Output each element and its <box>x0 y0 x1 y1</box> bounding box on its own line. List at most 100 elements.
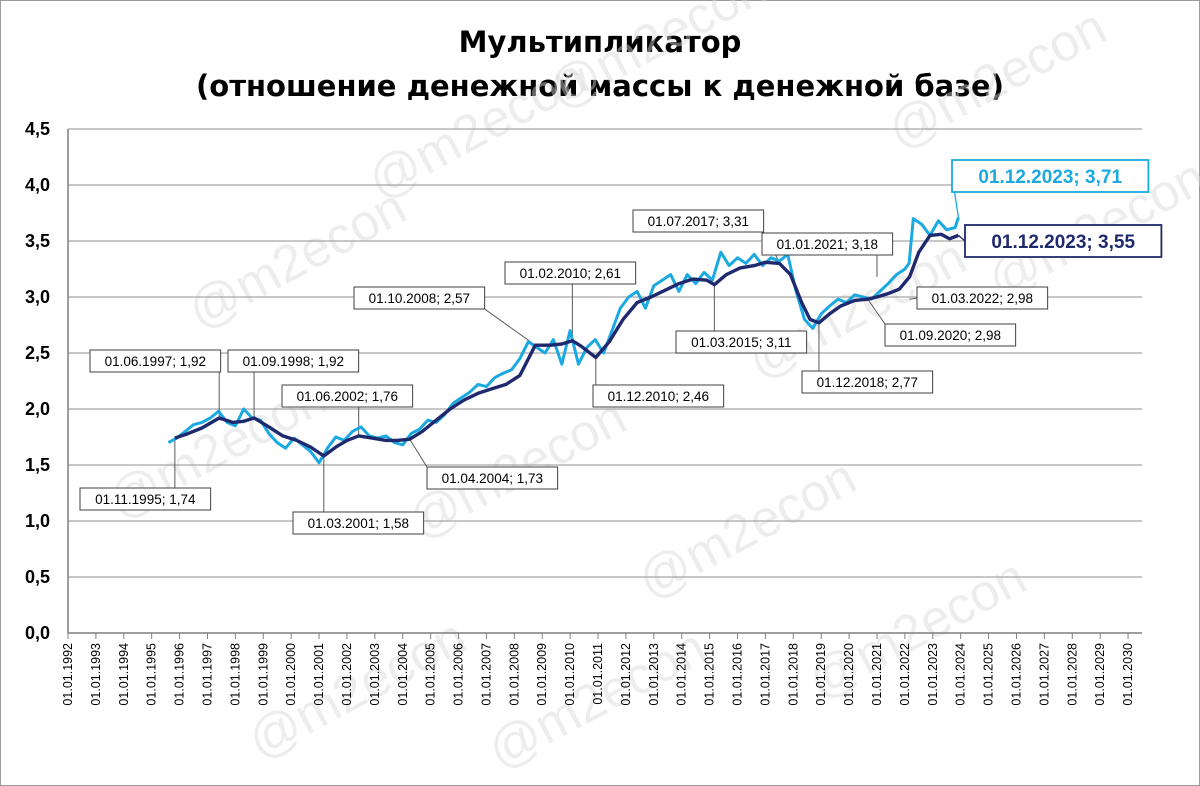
y-tick-label: 0,5 <box>25 567 50 587</box>
x-tick-label: 01.01.2030 <box>1121 643 1135 706</box>
watermark-text: @m2econ <box>538 0 775 121</box>
x-tick-label: 01.01.2001 <box>312 643 326 706</box>
x-tick-label: 01.01.1995 <box>145 643 159 706</box>
x-tick-label: 01.01.2008 <box>507 643 521 706</box>
annotation-box <box>801 370 934 394</box>
x-tick-label: 01.01.2004 <box>396 643 410 706</box>
annotation-label: 01.02.2010; 2,61 <box>520 266 621 281</box>
x-tick-label: 01.01.2011 <box>591 643 605 705</box>
y-tick-label: 2,5 <box>25 343 50 363</box>
axes <box>67 129 1142 639</box>
series-line-smoothed <box>174 232 960 458</box>
x-tick-label: 01.01.2017 <box>758 643 772 706</box>
y-tick-label: 2,0 <box>25 399 50 419</box>
annotation-box <box>504 261 637 285</box>
x-tick-label: 01.01.2006 <box>452 643 466 706</box>
annotation-boxes: 01.11.1995; 1,74 01.06.1997; 1,92 01.09.19… <box>79 159 1163 535</box>
watermark-text: @m2econ <box>878 0 1115 161</box>
x-tick-label: 01.01.2020 <box>842 643 856 706</box>
x-tick-label: 01.01.1994 <box>117 643 131 706</box>
annotation-leader <box>867 298 886 325</box>
x-tick-label: 01.01.2027 <box>1037 643 1051 706</box>
title-line-1: Мультипликатор <box>458 25 742 59</box>
annotation-leader <box>909 297 918 300</box>
watermark-text: @m2econ <box>238 608 475 771</box>
x-tick-label: 01.01.1998 <box>228 643 242 706</box>
annotation-leader <box>484 308 536 346</box>
y-tick-label: 3,5 <box>25 231 50 251</box>
annotation-box <box>79 487 212 511</box>
y-tick-label: 4,0 <box>25 175 50 195</box>
highlight-box <box>951 159 1150 193</box>
x-tick-label: 01.01.2014 <box>675 643 689 706</box>
annotation-box <box>281 384 414 408</box>
y-tick-label: 3,0 <box>25 287 50 307</box>
annotation-label: 01.12.2018; 2,77 <box>817 375 918 390</box>
highlight-box <box>964 224 1163 258</box>
x-tick-label: 01.01.1997 <box>200 643 214 706</box>
x-tick-label: 01.01.2019 <box>814 643 828 706</box>
annotation-box <box>884 323 1017 347</box>
annotation-label: 01.12.2010; 2,46 <box>608 389 709 404</box>
y-tick-label: 1,0 <box>25 511 50 531</box>
x-tick-label: 01.01.2026 <box>1009 643 1023 706</box>
x-tick-label: 01.01.2029 <box>1093 643 1107 706</box>
x-tick-label: 01.01.2000 <box>284 643 298 706</box>
annotation-label: 01.06.1997; 1,92 <box>105 354 206 369</box>
annotation-box <box>916 286 1049 310</box>
annotation-box <box>675 330 808 354</box>
x-tick-label: 01.01.2022 <box>898 643 912 706</box>
x-tick-label: 01.01.2025 <box>982 643 996 706</box>
annotation-box <box>89 349 222 373</box>
x-tick-label: 01.01.1999 <box>256 643 270 706</box>
x-tick-label: 01.01.1996 <box>173 643 187 706</box>
x-tick-label: 01.01.2018 <box>786 643 800 706</box>
annotation-label: 01.03.2015; 3,11 <box>691 335 791 350</box>
x-tick-label: 01.01.2024 <box>954 643 968 706</box>
x-tick-label: 01.01.1993 <box>89 643 103 706</box>
annotation-label: 01.03.2001; 1,58 <box>308 516 409 531</box>
annotation-label: 01.03.2022; 2,98 <box>932 291 1033 306</box>
annotation-box <box>632 209 765 233</box>
x-tick-label: 01.01.2007 <box>479 643 493 706</box>
highlight-leader <box>958 234 966 242</box>
series-lines <box>167 217 960 465</box>
watermark-text: @m2econ <box>628 448 865 611</box>
chart-title: Мультипликатор (отношение денежной массы… <box>0 20 1200 108</box>
annotation-box <box>592 384 725 408</box>
annotation-label: 01.09.2020; 2,98 <box>900 328 1001 343</box>
x-tick-label: 01.01.2013 <box>647 643 661 706</box>
x-tick-label: 01.01.2028 <box>1065 643 1079 706</box>
annotation-box <box>426 466 559 490</box>
annotation-box <box>353 286 486 310</box>
x-tick-label: 01.01.2003 <box>368 643 382 706</box>
highlight-label: 01.12.2023; 3,55 <box>991 232 1135 253</box>
annotation-box <box>227 349 360 373</box>
x-tick-label: 01.01.2023 <box>926 643 940 706</box>
x-tick-label: 01.01.2010 <box>563 643 577 706</box>
x-tick-label: 01.01.2005 <box>424 643 438 706</box>
highlight-label: 01.12.2023; 3,71 <box>978 167 1122 188</box>
title-line-2: (отношение денежной массы к денежной баз… <box>196 69 1004 103</box>
y-tick-label: 0,0 <box>25 623 50 643</box>
annotation-box <box>292 511 425 535</box>
annotation-label: 01.04.2004; 1,73 <box>442 471 543 486</box>
x-tick-label: 01.01.1992 <box>61 643 75 706</box>
x-tick-label: 01.01.2015 <box>703 643 717 706</box>
annotation-leader <box>409 438 428 468</box>
annotation-label: 01.06.2002; 1,76 <box>297 389 398 404</box>
x-tick-label: 01.01.2002 <box>340 643 354 706</box>
x-tick-label: 01.01.2012 <box>619 643 633 706</box>
x-tick-label: 01.01.2009 <box>535 643 549 706</box>
annotation-label: 01.10.2008; 2,57 <box>369 291 470 306</box>
annotation-label: 01.09.1998; 1,92 <box>243 354 344 369</box>
watermark-text: @m2econ <box>798 548 1035 711</box>
annotation-label: 01.07.2017; 3,31 <box>648 214 749 229</box>
x-tick-labels: 01.01.1992 01.01.1993 01.01.1994 01.01.1995… <box>61 643 1135 706</box>
annotation-label: 01.01.2021; 3,18 <box>777 237 878 252</box>
x-tick-label: 01.01.2021 <box>870 643 884 706</box>
y-tick-labels: 0,0 0,5 1,0 1,5 2,0 2,5 3,0 3,5 4,0 4,5 <box>25 119 50 643</box>
y-tick-label: 1,5 <box>25 455 50 475</box>
y-tick-label: 4,5 <box>25 119 50 139</box>
